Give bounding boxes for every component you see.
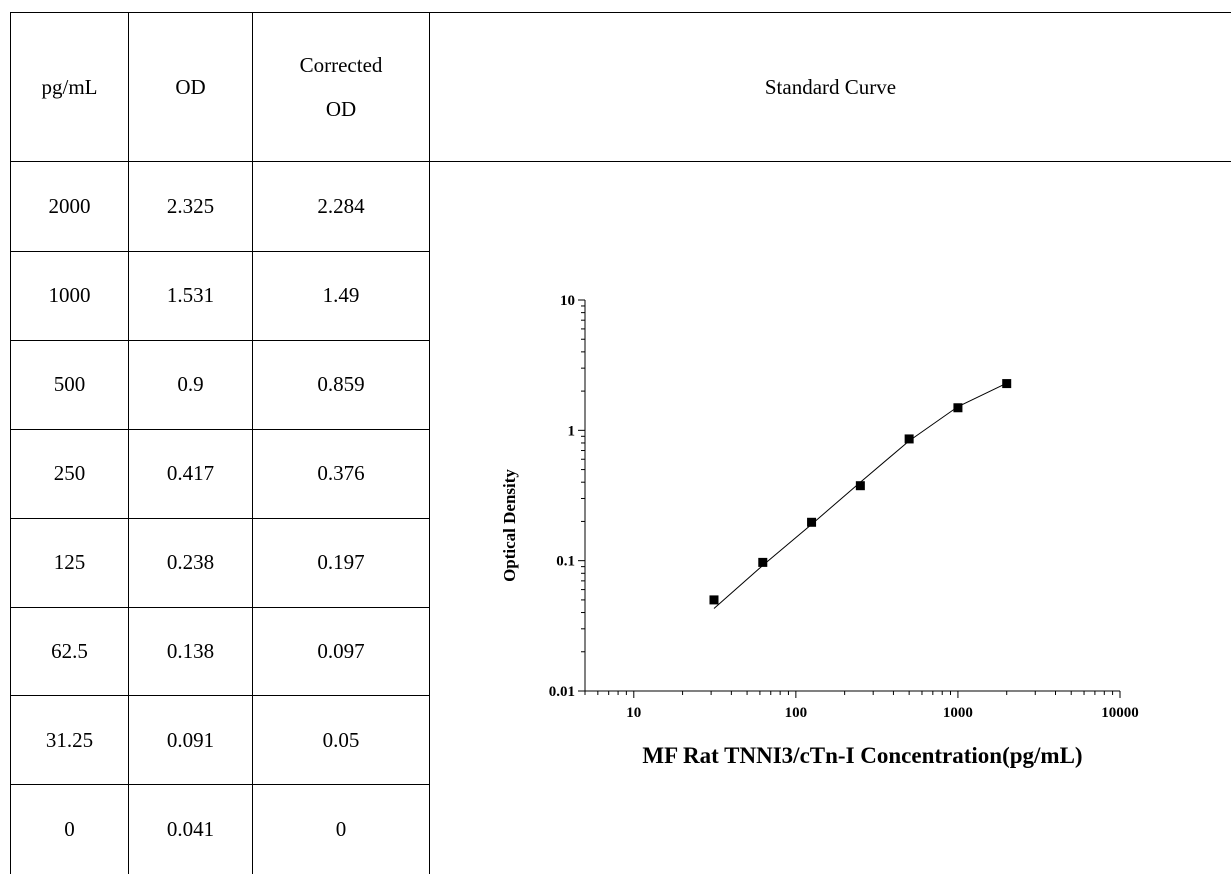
header-corrected-line1: Corrected [299,53,383,77]
x-tick-label: 10000 [1101,705,1139,721]
col-divider-2 [252,12,253,874]
x-axis-title: MF Rat TNNI3/cTn-I Concentration(pg/mL) [642,743,1082,768]
table-row-divider [10,607,430,608]
table-cell-conc: 125 [53,550,86,575]
y-tick-label: 0.1 [556,554,575,570]
table-cell-conc: 500 [53,372,86,397]
table-row-divider [10,784,430,785]
y-axis-title: Optical Density [500,469,519,582]
table-row-divider [10,251,430,252]
data-point [1002,379,1012,389]
x-tick-label: 10 [626,705,641,721]
table-cell-od: 1.531 [166,283,215,308]
standard-curve-header: Standard Curve [764,74,897,99]
col-divider-3 [429,12,430,874]
y-tick-label: 1 [568,423,576,439]
data-point [855,481,865,491]
table-cell-od: 0.091 [166,727,215,752]
table-cell-od: 0.138 [166,638,215,663]
x-tick-label: 1000 [943,705,973,721]
table-row-divider [10,518,430,519]
table-cell-corrected: 0.376 [317,461,365,486]
data-point [904,434,914,444]
standard-curve-chart: 10 100 1000 10000 0.01 0.1 1 10 MF Rat TNNI3/cTn… [500,293,1139,768]
header-bottom-line [10,161,1231,162]
table-cell-corrected: 0.097 [317,638,365,663]
table-cell-od: 0.417 [166,461,215,486]
table-cell-corrected: 0.859 [317,372,365,397]
fit-curve-line [713,382,1007,609]
data-point [807,517,817,527]
table-cell-corrected: 2.284 [317,194,365,219]
data-point [953,403,963,413]
table-cell-conc: 62.5 [51,638,88,663]
table-cell-corrected: 0 [335,816,347,841]
table-cell-conc: 0 [64,816,75,841]
table-cell-od: 0.041 [166,816,215,841]
y-tick-label: 10 [560,293,575,309]
table-cell-corrected: 0.197 [317,550,365,575]
header-corrected-od: Corrected OD [253,13,429,161]
table-cell-od: 0.9 [177,372,204,397]
col-divider-1 [128,12,129,874]
table-cell-conc: 250 [53,461,86,486]
header-corrected-line2: OD [325,97,357,121]
table-row-divider [10,429,430,430]
y-tick-label: 0.01 [549,684,575,700]
header-od: OD [175,75,206,99]
table-border-left [10,12,11,874]
data-point [709,595,719,605]
x-tick-label: 100 [785,705,808,721]
table-cell-od: 2.325 [166,194,215,219]
table-cell-conc: 2000 [48,194,91,219]
table-cell-conc: 1000 [48,283,91,308]
table-cell-corrected: 1.49 [322,283,360,308]
table-cell-corrected: 0.05 [322,727,360,752]
table-border-top [10,12,1231,13]
data-point [758,557,768,567]
table-row-divider [10,695,430,696]
table-row-divider [10,340,430,341]
header-conc: pg/mL [41,75,98,99]
table-cell-conc: 31.25 [45,727,94,752]
table-cell-od: 0.238 [166,550,215,575]
